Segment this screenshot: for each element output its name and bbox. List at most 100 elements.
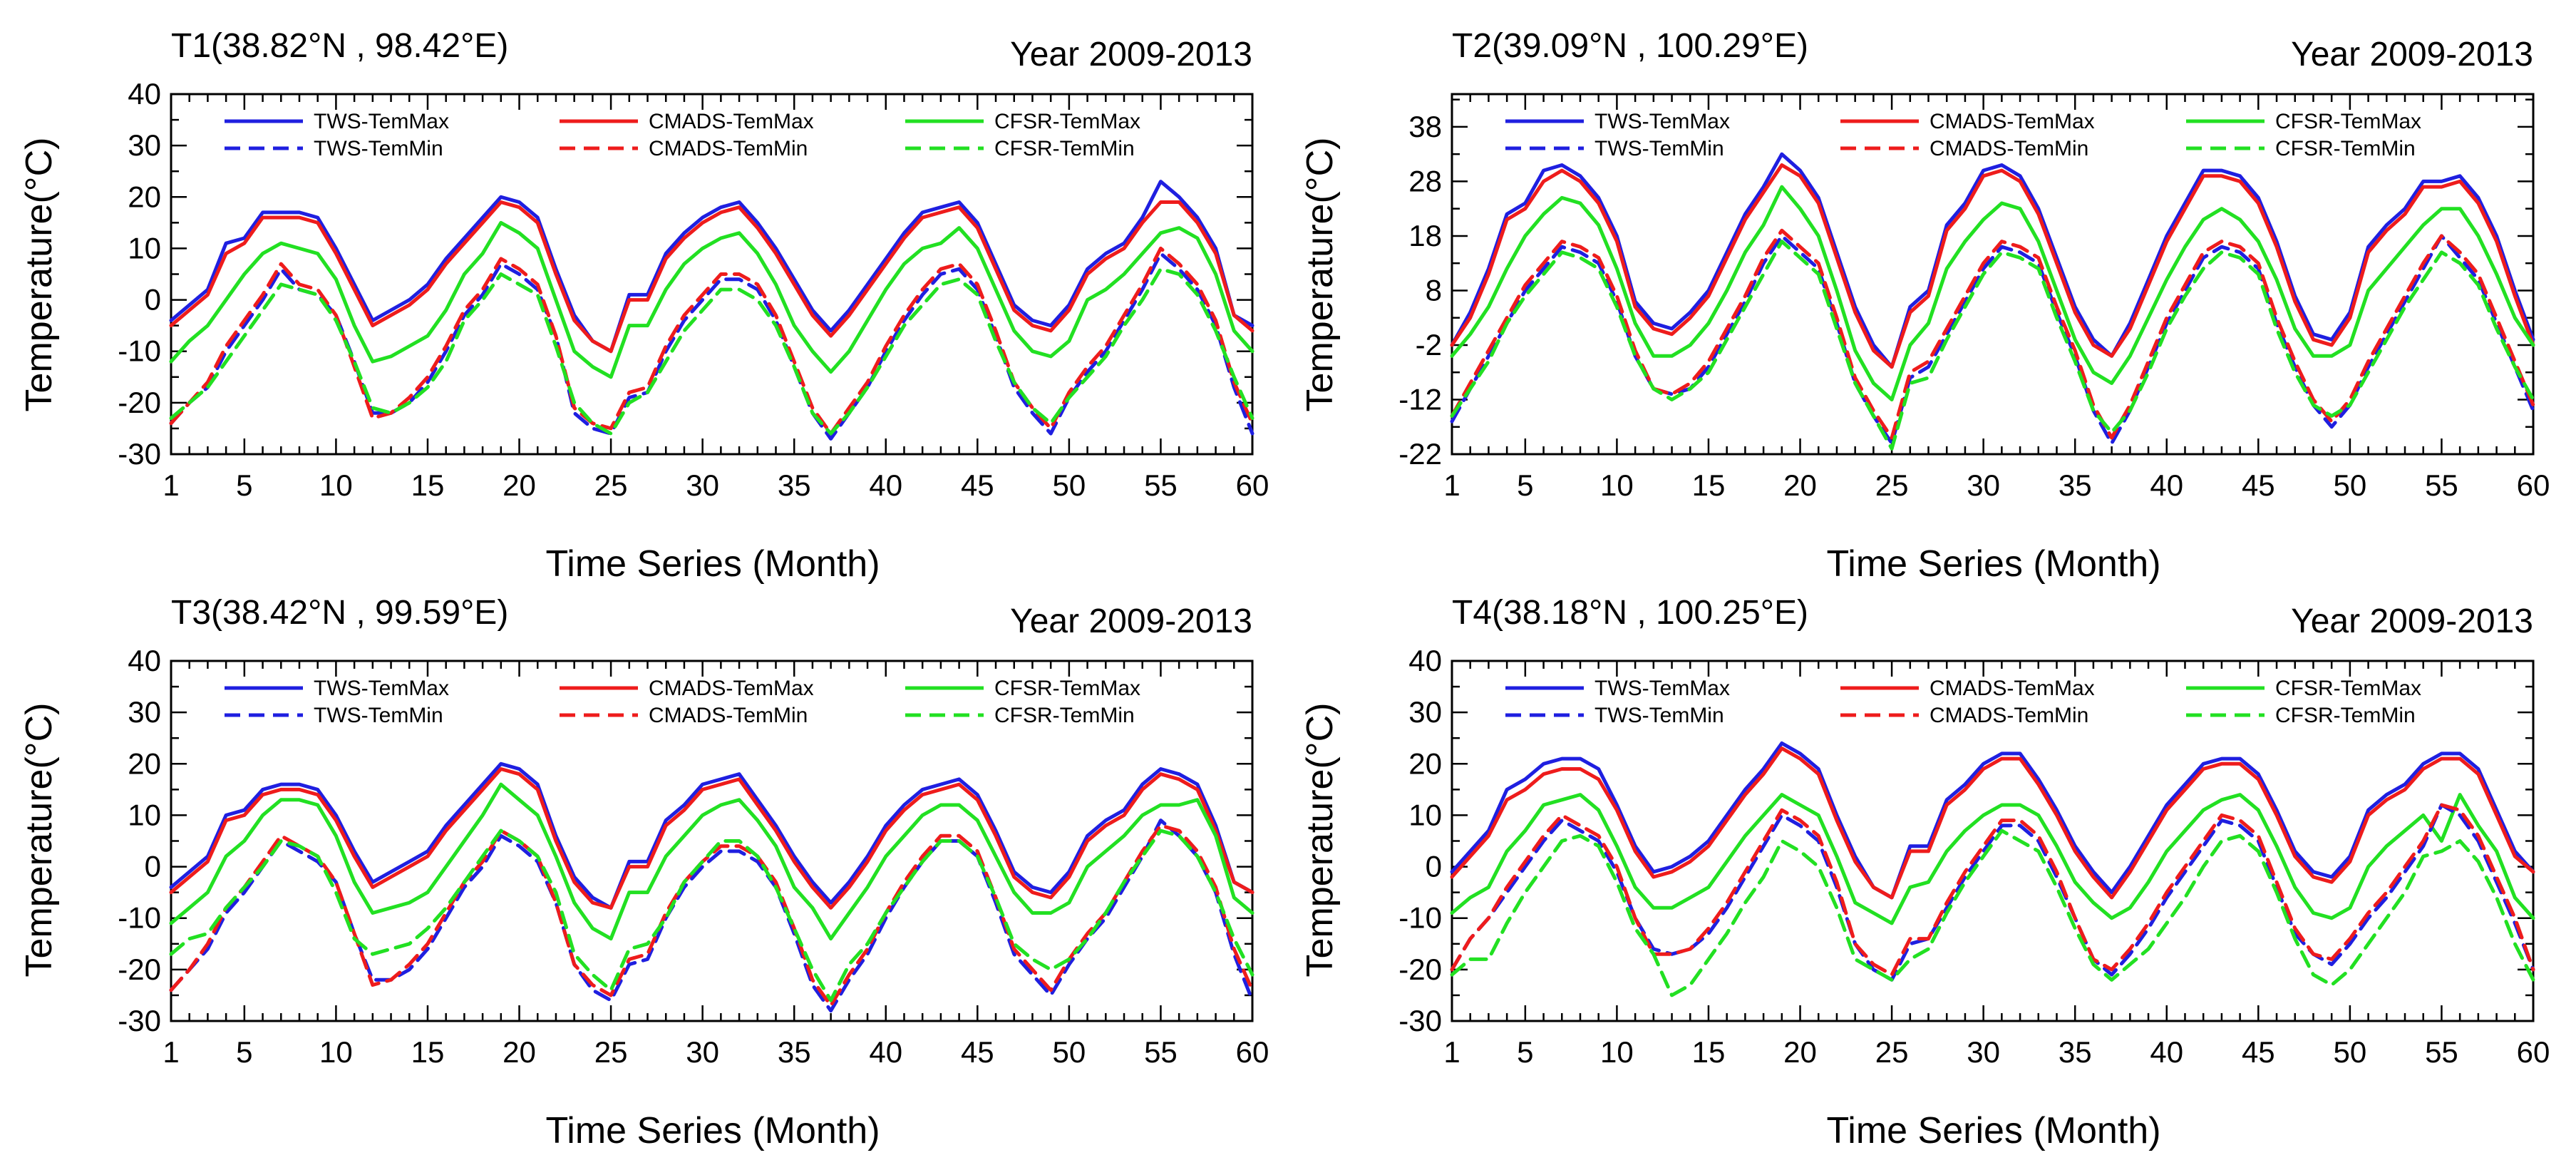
y-tick-label: 20 [1408, 746, 1442, 780]
series-line-cfsr-temmin [1450, 240, 2535, 451]
legend-label: TWS-TemMax [1594, 110, 1730, 133]
y-tick-label: -20 [1398, 953, 1442, 986]
legend-label: TWS-TemMin [314, 137, 443, 160]
x-tick-label: 40 [2150, 468, 2183, 502]
x-tick-label: 50 [1053, 1035, 1086, 1069]
x-tick-label: 1 [163, 468, 179, 502]
legend-label: CFSR-TemMax [2275, 110, 2421, 133]
x-tick-label: 40 [2150, 1035, 2183, 1069]
x-tick-label: 55 [1144, 468, 1178, 502]
x-tick-label: 25 [1875, 468, 1909, 502]
y-axis-label: Temperature(°C) [1299, 703, 1341, 977]
y-tick-label: -30 [118, 437, 161, 471]
legend-label: CMADS-TemMin [1930, 704, 2088, 727]
chart-title: T4(38.18°N , 100.25°E) [1452, 594, 1808, 632]
legend-label: CMADS-TemMax [1930, 110, 2095, 133]
chart-panel-t4: T4(38.18°N , 100.25°E) Year 2009-2013 Ti… [1299, 594, 2550, 1151]
chart-title: T3(38.42°N , 99.59°E) [171, 594, 508, 632]
plot-area: 1 5 10 15 20 25 30 35 40 45 50 55 60-30-20-100102030… [118, 77, 1269, 502]
x-tick-label: 45 [961, 1035, 994, 1069]
y-tick-label: -30 [118, 1004, 161, 1037]
series-line-cfsr-temmax [1450, 793, 2535, 925]
series-line-cmads-temmax [1450, 746, 2535, 900]
chart-panel-t2: T2(39.09°N , 100.29°E) Year 2009-2013 Ti… [1299, 27, 2550, 585]
x-tick-label: 45 [2242, 1035, 2275, 1069]
series-line-cmads-temmax [169, 767, 1254, 910]
x-tick-label: 15 [411, 1035, 445, 1069]
x-tick-label: 20 [503, 468, 536, 502]
x-tick-label: 15 [411, 468, 445, 502]
x-tick-label: 55 [1144, 1035, 1178, 1069]
plot-area: 1 5 10 15 20 25 30 35 40 45 50 55 60-30-20-100102030… [1398, 644, 2550, 1069]
x-tick-label: 25 [1875, 1035, 1909, 1069]
x-tick-label: 5 [1517, 468, 1533, 502]
chart-panel-t3: T3(38.42°N , 99.59°E) Year 2009-2013 Tim… [19, 594, 1269, 1151]
y-tick-label: 18 [1408, 219, 1442, 252]
x-axis-label: Time Series (Month) [545, 543, 880, 585]
legend-label: CFSR-TemMin [994, 704, 1135, 727]
x-axis-label: Time Series (Month) [1826, 1110, 2160, 1151]
x-tick-label: 15 [1692, 1035, 1726, 1069]
year-label: Year 2009-2013 [1010, 36, 1252, 73]
x-tick-label: 25 [594, 1035, 628, 1069]
legend-label: CFSR-TemMin [2275, 704, 2416, 727]
legend-label: CMADS-TemMin [649, 137, 808, 160]
series-line-cfsr-temmin [169, 828, 1254, 1002]
series-line-cmads-temmin [169, 246, 1254, 436]
x-tick-label: 35 [778, 468, 811, 502]
plot-area: 1 5 10 15 20 25 30 35 40 45 50 55 60-30-20-100102030… [118, 644, 1269, 1069]
series-line-tws-temmax [169, 180, 1254, 354]
series-line-cfsr-temmin [169, 267, 1254, 436]
series-line-tws-temmax [1450, 741, 2535, 900]
y-axis-label: Temperature(°C) [19, 138, 60, 412]
y-tick-label: 20 [128, 180, 161, 213]
y-tick-label: -12 [1398, 382, 1442, 416]
x-tick-label: 35 [2059, 468, 2092, 502]
x-tick-label: 60 [1236, 1035, 1269, 1069]
x-tick-label: 5 [1517, 1035, 1533, 1069]
x-tick-label: 25 [594, 468, 628, 502]
plot-frame [1451, 93, 2535, 456]
series-line-cmads-temmax [1450, 163, 2535, 369]
x-tick-label: 10 [1600, 1035, 1634, 1069]
y-tick-label: 40 [128, 77, 161, 111]
x-tick-label: 5 [236, 468, 252, 502]
legend-label: TWS-TemMin [1594, 704, 1724, 727]
legend-label: CFSR-TemMax [994, 110, 1140, 133]
y-tick-label: -2 [1416, 328, 1442, 361]
x-tick-label: 55 [2425, 1035, 2458, 1069]
series-line-tws-temmax [169, 761, 1254, 910]
y-tick-label: 0 [145, 850, 161, 883]
y-tick-label: 0 [145, 283, 161, 317]
y-tick-label: 40 [128, 644, 161, 677]
x-tick-label: 40 [869, 1035, 902, 1069]
x-tick-label: 45 [961, 468, 994, 502]
series-line-cmads-temmax [169, 200, 1254, 354]
year-label: Year 2009-2013 [1010, 602, 1252, 640]
chart-title: T1(38.82°N , 98.42°E) [171, 27, 508, 65]
series-line-cmads-temmin [1450, 803, 2535, 977]
x-tick-label: 30 [1967, 1035, 2000, 1069]
x-tick-label: 20 [503, 1035, 536, 1069]
x-tick-label: 10 [319, 468, 353, 502]
y-tick-label: -30 [1398, 1004, 1442, 1037]
legend-label: CMADS-TemMin [1930, 137, 2088, 160]
x-tick-label: 60 [2517, 468, 2550, 502]
year-label: Year 2009-2013 [2291, 602, 2533, 640]
y-tick-label: -20 [118, 953, 161, 986]
x-tick-label: 1 [1443, 468, 1460, 502]
x-tick-label: 1 [1443, 1035, 1460, 1069]
x-tick-label: 35 [2059, 1035, 2092, 1069]
x-tick-label: 50 [2334, 468, 2367, 502]
legend-label: TWS-TemMax [314, 110, 449, 133]
y-axis-label: Temperature(°C) [1299, 138, 1341, 412]
x-tick-label: 50 [1053, 468, 1086, 502]
y-tick-label: 30 [1408, 695, 1442, 729]
legend-label: TWS-TemMax [1594, 677, 1730, 700]
chart-title: T2(39.09°N , 100.29°E) [1452, 27, 1808, 65]
y-tick-label: -20 [118, 386, 161, 419]
legend-label: CFSR-TemMax [994, 677, 1140, 700]
chart-panel-t1: T1(38.82°N , 98.42°E) Year 2009-2013 Tim… [19, 27, 1269, 585]
